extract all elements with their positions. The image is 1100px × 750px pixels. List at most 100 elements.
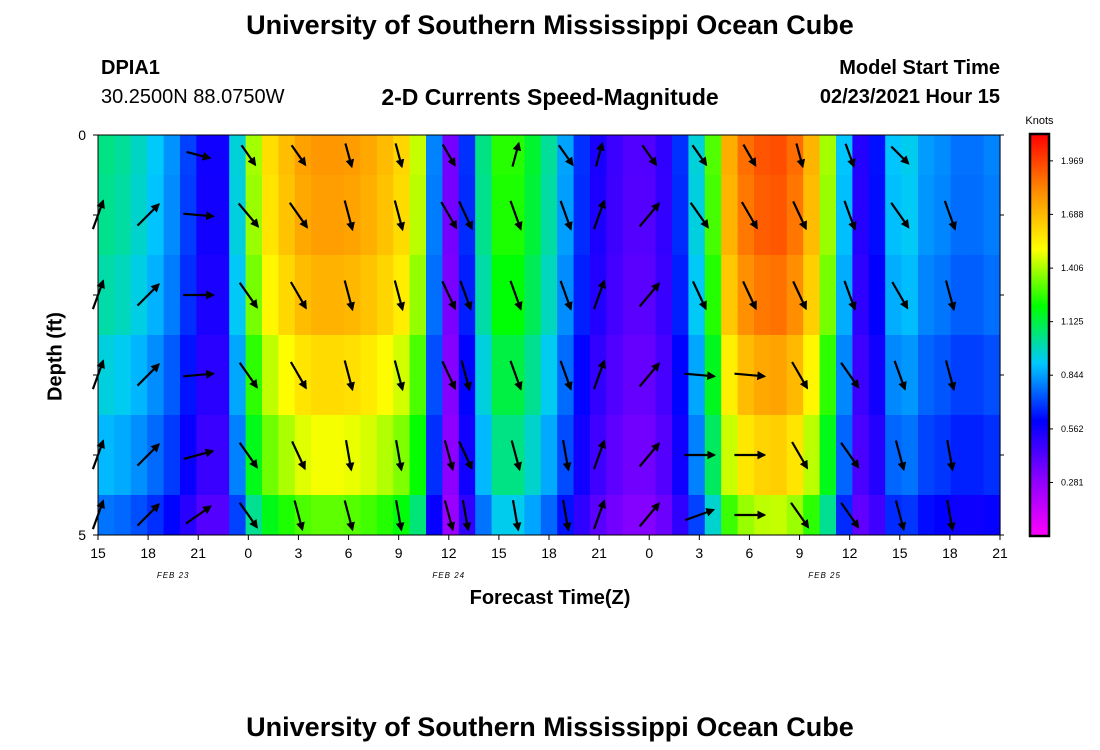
heatmap-cell <box>655 335 673 415</box>
heatmap-cell <box>655 255 673 335</box>
heatmap-cell <box>967 255 985 335</box>
current-arrow <box>684 371 717 381</box>
current-arrow <box>136 443 160 467</box>
current-arrow <box>237 202 260 228</box>
heatmap-cell <box>475 495 493 535</box>
heatmap-cell <box>836 415 853 495</box>
current-arrow <box>562 440 572 472</box>
current-arrow <box>509 360 523 391</box>
heatmap-cell <box>327 255 345 335</box>
current-arrow <box>594 141 605 167</box>
heatmap-cell <box>147 335 165 415</box>
current-arrow <box>559 200 573 231</box>
heatmap-cell <box>950 335 968 415</box>
current-arrow <box>288 202 309 229</box>
heatmap-cell <box>475 175 493 255</box>
heatmap-cell <box>819 135 837 175</box>
model-start-value: 02/23/2021 Hour 15 <box>819 86 1000 108</box>
heatmap-cell <box>147 135 165 175</box>
station-coords: 30.2500N 88.0750W <box>101 86 285 108</box>
heatmap-cell <box>934 255 952 335</box>
heatmap-cell <box>491 135 509 175</box>
heatmap-cell <box>639 495 657 535</box>
x-axis-title: Forecast Time(Z) <box>469 587 631 609</box>
current-arrow <box>692 280 707 311</box>
heatmap-cell <box>737 135 755 175</box>
heatmap-cell <box>704 175 722 255</box>
heatmap-cell <box>311 335 329 415</box>
heatmap-cell <box>262 415 279 495</box>
heatmap-cell <box>672 335 689 415</box>
heatmap-cell <box>245 335 263 415</box>
current-arrow <box>638 362 661 388</box>
heatmap-cell <box>245 175 263 255</box>
current-arrow <box>183 448 215 460</box>
current-arrow <box>840 502 860 529</box>
heatmap-cell <box>229 415 247 495</box>
heatmap-cell <box>672 175 689 255</box>
current-arrow <box>238 362 258 389</box>
heatmap-cell <box>278 175 296 255</box>
heatmap-cell <box>852 255 870 335</box>
current-arrow <box>790 502 810 529</box>
current-arrow <box>343 280 355 312</box>
heatmap-cell <box>836 335 853 415</box>
heatmap-cell <box>524 335 542 415</box>
heatmap-cell <box>803 255 821 335</box>
heatmap-cell <box>983 495 1001 535</box>
heatmap-cell <box>393 255 411 335</box>
heatmap-cell <box>672 135 689 175</box>
heatmap-cell <box>934 175 952 255</box>
heatmap-cell <box>294 255 312 335</box>
heatmap-cell <box>803 175 821 255</box>
heatmap-cell <box>229 135 247 175</box>
heatmap-cell <box>672 495 689 535</box>
heatmap-cell <box>311 415 329 495</box>
heatmap-cell <box>98 175 115 255</box>
heatmap-cell <box>819 335 837 415</box>
heatmap-cell <box>262 255 279 335</box>
heatmap-cell <box>294 415 312 495</box>
heatmap-cell <box>622 415 640 495</box>
current-arrow <box>734 371 767 381</box>
heatmap-cell <box>934 135 952 175</box>
heatmap-cell <box>458 255 476 335</box>
heatmap-cell <box>983 175 1001 255</box>
heatmap-cell <box>114 415 132 495</box>
heatmap-cell <box>442 175 460 255</box>
heatmap-cell <box>442 415 460 495</box>
current-arrow <box>443 500 456 532</box>
current-arrow <box>458 200 473 231</box>
current-arrow <box>843 200 857 231</box>
current-arrow <box>459 280 473 311</box>
current-arrow <box>795 143 806 169</box>
heatmap-cell <box>901 335 919 415</box>
current-arrow <box>638 442 661 468</box>
heatmap-cell <box>573 255 591 335</box>
heatmap-cell <box>721 255 739 335</box>
current-arrow <box>290 144 307 167</box>
heatmap-cell <box>147 255 165 335</box>
heatmap-cell <box>458 415 476 495</box>
heatmap-cell <box>163 135 181 175</box>
heatmap-cell <box>885 135 903 175</box>
current-arrow <box>844 143 856 168</box>
station-id: DPIA1 <box>101 57 160 79</box>
x-tick-label: 21 <box>591 545 607 561</box>
current-arrow <box>792 200 807 231</box>
current-arrow <box>592 499 606 530</box>
heatmap-cell <box>393 335 411 415</box>
heatmap-cell <box>885 255 903 335</box>
heatmap-cell <box>98 415 115 495</box>
heatmap-cell <box>458 335 476 415</box>
heatmap-cell <box>491 415 509 495</box>
heatmap-cell <box>294 335 312 415</box>
heatmap-cell <box>655 175 673 255</box>
colorbar-label: 0.844 <box>1061 370 1084 380</box>
current-arrow <box>894 440 907 472</box>
heatmap-cell <box>278 255 296 335</box>
colorbar-label: 1.969 <box>1061 156 1084 166</box>
heatmap-cell <box>934 415 952 495</box>
x-tick-label: 9 <box>395 545 403 561</box>
current-arrow <box>183 211 215 221</box>
